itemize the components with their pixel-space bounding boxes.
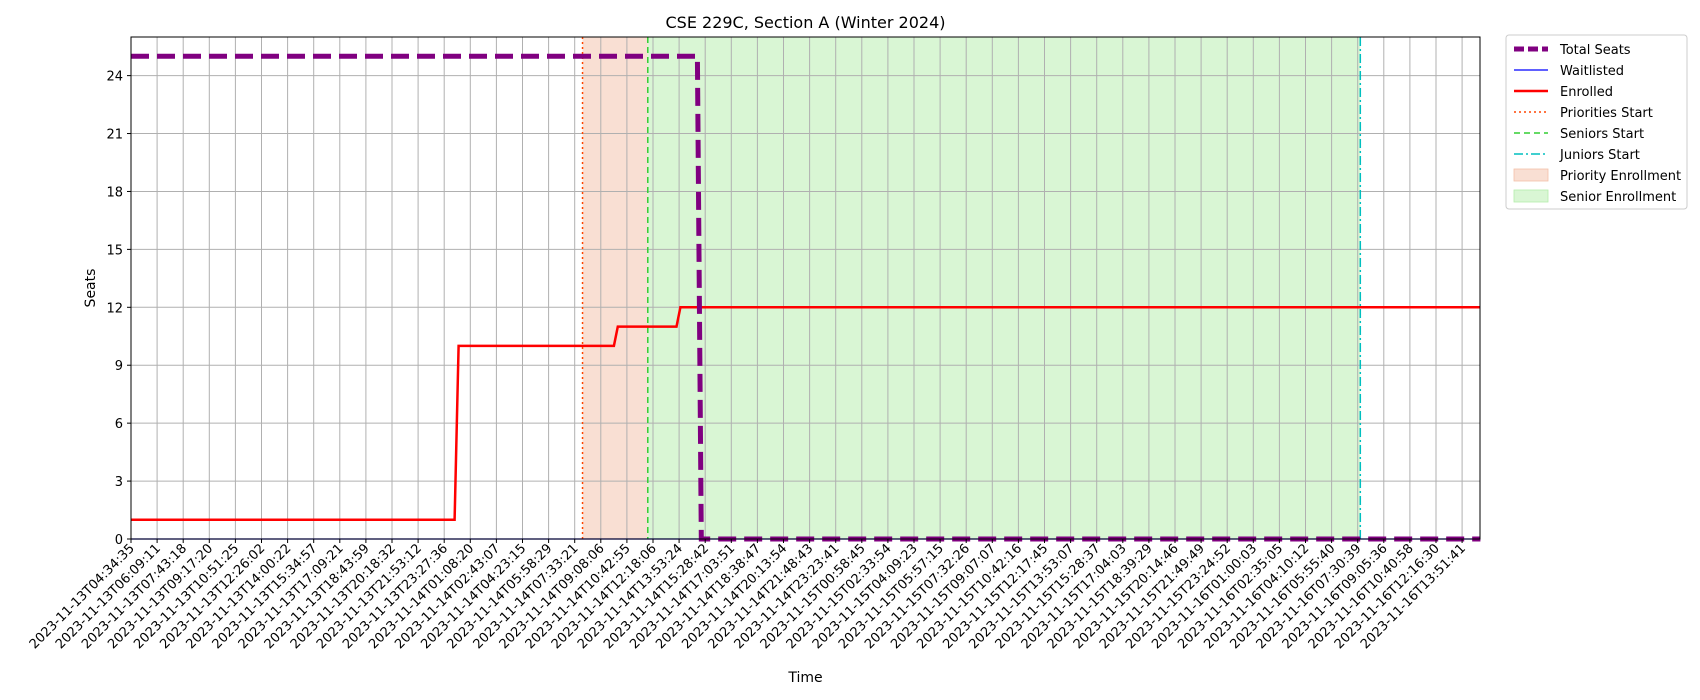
y-tick-label: 6 xyxy=(115,417,123,432)
legend-swatch-senior-enrollment xyxy=(1513,189,1549,203)
legend-label-priority-enrollment: Priority Enrollment xyxy=(1560,169,1681,184)
legend-label-senior-enrollment: Senior Enrollment xyxy=(1560,190,1676,205)
chart-title: CSE 229C, Section A (Winter 2024) xyxy=(665,13,945,32)
legend-label-waitlisted: Waitlisted xyxy=(1560,64,1624,79)
legend-box xyxy=(1505,34,1688,210)
y-tick-label: 3 xyxy=(115,475,123,490)
y-tick-label: 21 xyxy=(106,128,123,143)
span-priority-enrollment xyxy=(582,37,648,539)
x-axis-label: Time xyxy=(787,670,822,686)
y-tick-label: 0 xyxy=(115,533,123,548)
legend-label-enrolled: Enrolled xyxy=(1560,85,1613,100)
legend-swatch-priority-enrollment xyxy=(1513,168,1549,182)
legend-label-priorities-start: Priorities Start xyxy=(1560,106,1653,121)
span-senior-enrollment xyxy=(647,37,1361,539)
enrollment-period-spans xyxy=(582,37,1361,539)
legend: Total Seats Waitlisted Enrolled Priorities … xyxy=(1505,34,1688,210)
legend-label-total-seats: Total Seats xyxy=(1559,43,1631,58)
y-tick-label: 9 xyxy=(115,359,123,374)
legend-label-seniors-start: Seniors Start xyxy=(1560,127,1644,142)
y-tick-label: 12 xyxy=(106,301,123,316)
y-axis-label: Seats xyxy=(83,269,99,308)
y-axis-ticks: 0 3 6 9 12 15 18 21 24 xyxy=(106,70,131,548)
legend-label-juniors-start: Juniors Start xyxy=(1559,148,1640,163)
plot-frame xyxy=(130,36,1481,540)
y-tick-label: 15 xyxy=(106,243,123,258)
grid-lines xyxy=(130,37,1480,540)
enrollment-start-markers xyxy=(581,37,1362,539)
y-tick-label: 18 xyxy=(106,185,123,200)
y-tick-label: 24 xyxy=(106,70,123,85)
series-line-enrolled xyxy=(131,306,1481,521)
